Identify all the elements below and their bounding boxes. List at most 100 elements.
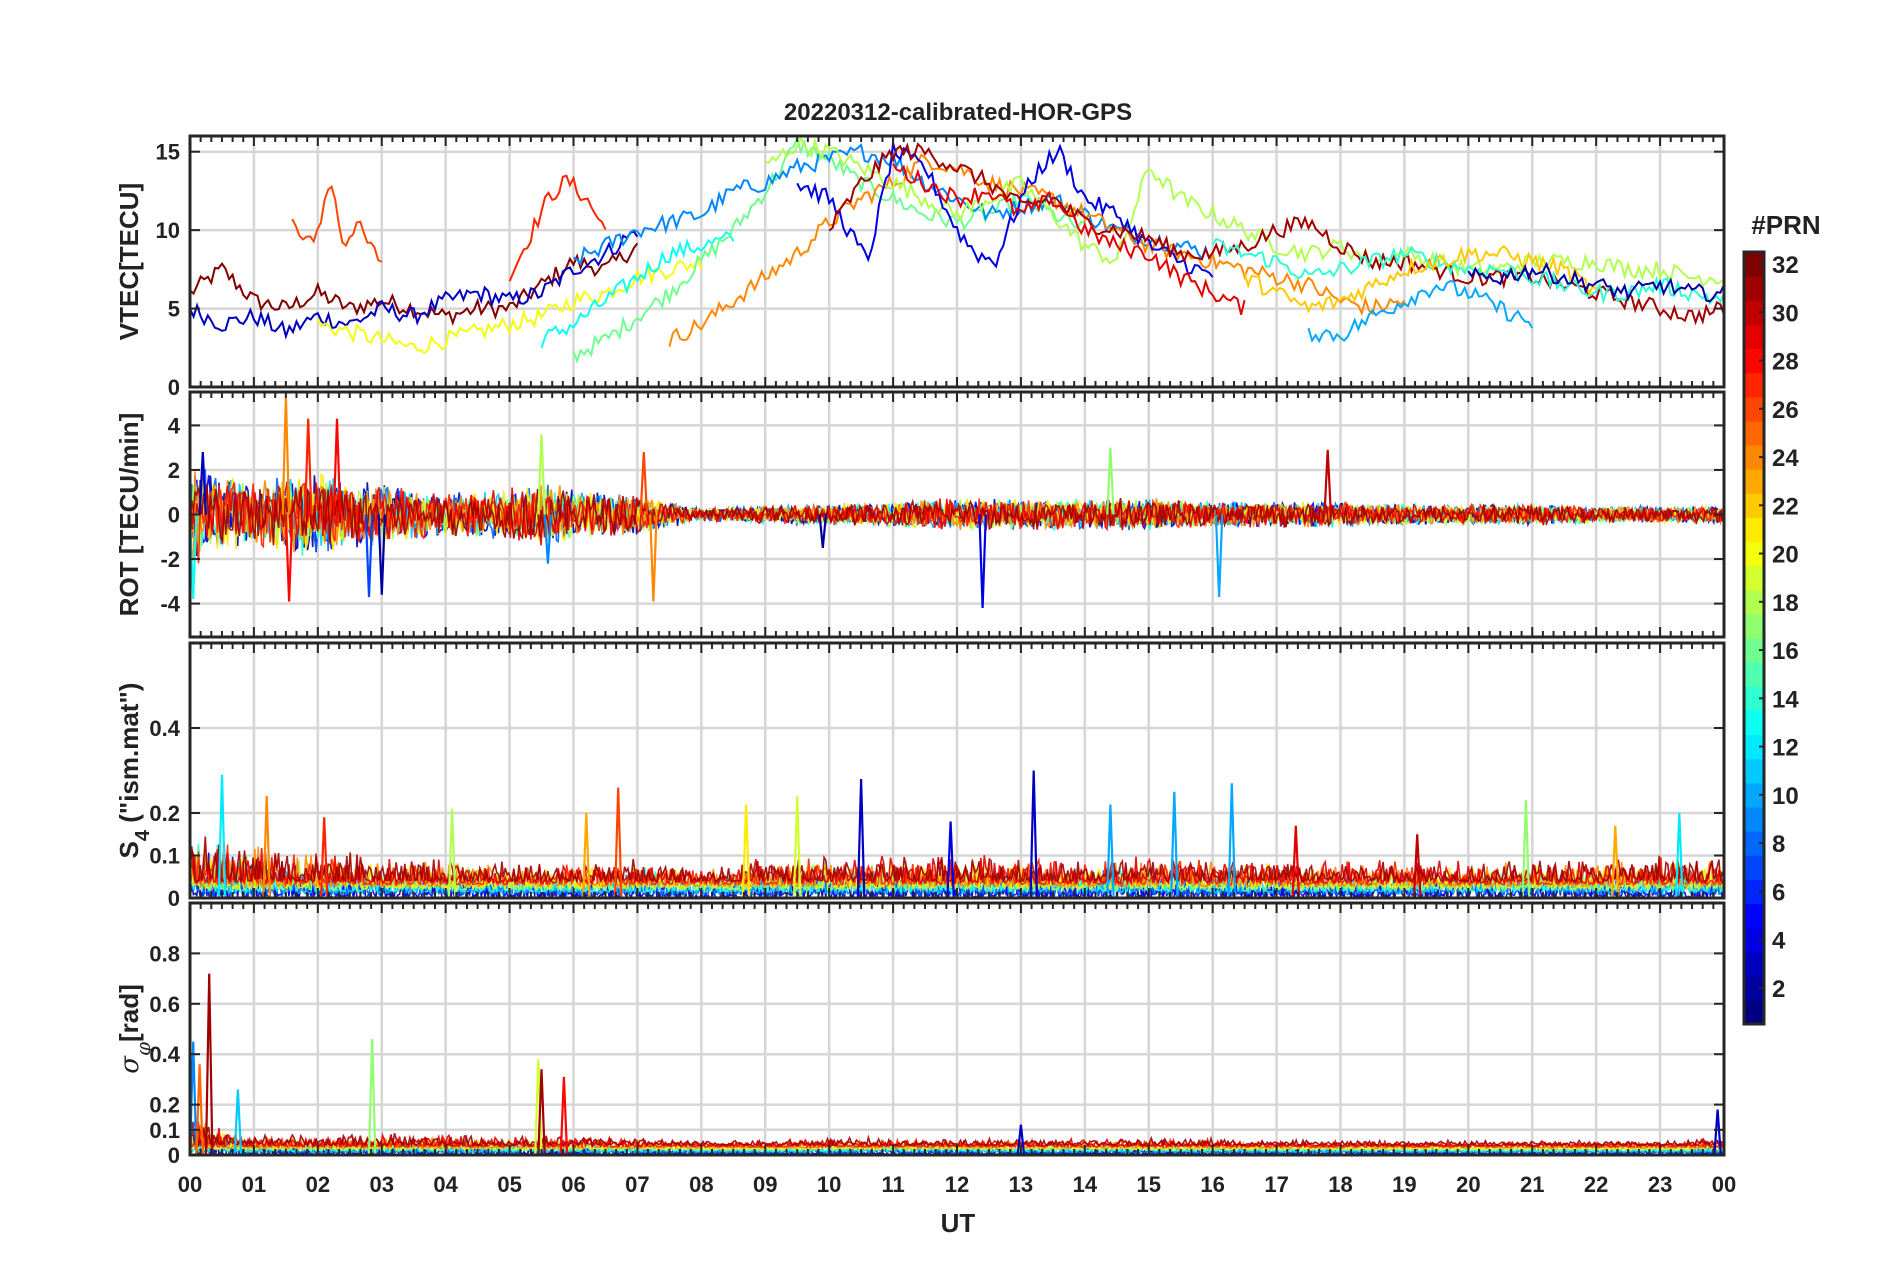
colorbar-tick-label: 8 [1772, 831, 1785, 858]
vtec-series-group [190, 136, 1724, 364]
colorbar-tick-label: 4 [1772, 928, 1786, 955]
x-axis-label: UT [941, 1208, 976, 1238]
x-tick-label: 23 [1648, 1172, 1672, 1197]
x-axis: 00 01 02 03 04 05 06 07 08 09 10 11 12 13 14 15 16 17 18 19… [178, 1172, 1736, 1197]
x-tick-label: 05 [497, 1172, 521, 1197]
spike-prn-10 [1214, 514, 1224, 597]
colorbar-swatch [1744, 541, 1764, 567]
spike-prn-2 [377, 514, 386, 595]
spike-prn-4 [946, 821, 955, 898]
spike-prn-18 [447, 808, 457, 898]
spike-prn-18 [537, 434, 546, 515]
spike-prn-7 [364, 514, 374, 597]
colorbar-tick-label: 18 [1772, 590, 1799, 617]
rot-ylabel: ROT [TECU/min] [114, 413, 144, 617]
x-tick-label: 10 [817, 1172, 841, 1197]
y-tick-label: 0.4 [149, 1042, 180, 1067]
colorbar-swatch [1744, 855, 1764, 880]
spike-prn-3 [1029, 770, 1038, 898]
y-tick-label: 0.8 [149, 941, 180, 966]
vtec-ylabel: VTEC[TECU] [114, 183, 144, 340]
y-tick-label: 0.1 [149, 844, 180, 869]
vtec-series-prn-16 [572, 136, 1086, 364]
colorbar-swatch [1744, 999, 1764, 1025]
spike-prn-2 [818, 514, 828, 549]
s4-ticks: 0 0.1 0.2 0.4 [149, 643, 1725, 911]
y-tick-label: 0 [168, 503, 180, 528]
colorbar-swatch [1744, 469, 1764, 494]
noise-trace-prn-29 [190, 463, 1724, 546]
colorbar-swatch [1744, 975, 1764, 1001]
noise-trace-prn-31 [190, 836, 1724, 885]
y-tick-label: 0.1 [149, 1118, 180, 1143]
x-tick-label: 07 [625, 1172, 649, 1197]
colorbar-swatch [1744, 493, 1764, 518]
vtec-series-prn-24 [668, 153, 1406, 347]
colorbar-tick-label: 14 [1772, 686, 1799, 713]
colorbar-swatch [1744, 300, 1764, 325]
spike-prn-17 [1106, 447, 1115, 515]
x-tick-label: 13 [1009, 1172, 1033, 1197]
colorbar-swatch [1744, 734, 1764, 760]
x-tick-label: 06 [561, 1172, 585, 1197]
spike-prn-3 [856, 778, 866, 898]
x-tick-label: 18 [1328, 1172, 1352, 1197]
colorbar-swatch [1744, 276, 1764, 301]
colorbar-swatch [1744, 927, 1764, 953]
vtec-series-prn-14 [1211, 237, 1724, 306]
spike-prn-12 [1675, 812, 1684, 898]
spike-prn-10 [1170, 791, 1179, 898]
x-tick-label: 15 [1137, 1172, 1161, 1197]
spike-prn-23 [582, 812, 591, 898]
colorbar-tick-label: 20 [1772, 542, 1799, 569]
colorbar-swatch [1744, 903, 1764, 929]
sigma-phi-panel: 00.10.2 0.4 0.6 0.8 σφ[rad] [114, 901, 1726, 1168]
spike-prn-4 [978, 514, 987, 609]
colorbar-tick-label: 24 [1772, 445, 1799, 472]
colorbar-swatch [1744, 324, 1764, 350]
noise-trace-prn-31 [190, 1126, 1724, 1148]
colorbar-swatch [1744, 420, 1764, 446]
colorbar-tick-label: 16 [1772, 638, 1799, 665]
y-tick-label: -2 [160, 547, 180, 572]
vtec-series-prn-2 [1467, 261, 1724, 303]
y-tick-label: 10 [156, 218, 180, 243]
spike-prn-28 [332, 418, 342, 515]
colorbar-swatch [1744, 710, 1764, 736]
rot-series-group [190, 396, 1724, 609]
spike-prn-25 [195, 1064, 204, 1155]
x-tick-label: 00 [178, 1172, 202, 1197]
vtec-series-prn-18 [765, 136, 1724, 288]
x-tick-label: 20 [1456, 1172, 1480, 1197]
spike-prn-23 [1611, 825, 1620, 898]
vtec-series-prn-29 [892, 163, 1246, 315]
x-tick-label: 00 [1712, 1172, 1736, 1197]
spike-prn-26 [639, 452, 649, 515]
spike-prn-3 [198, 452, 208, 515]
vtec-series-prn-20 [316, 254, 703, 355]
sigma-phi-ticks: 00.10.2 0.4 0.6 0.8 [149, 903, 1725, 1168]
colorbar-swatch [1744, 782, 1764, 808]
spike-prn-31 [204, 973, 214, 1155]
colorbar-swatch [1744, 638, 1764, 663]
spike-prn-9 [543, 514, 553, 564]
colorbar-tick-label: 2 [1772, 976, 1785, 1003]
colorbar-swatch [1744, 613, 1764, 639]
colorbar-swatch [1744, 662, 1764, 687]
y-tick-label: 4 [168, 413, 181, 438]
spike-prn-17 [367, 1039, 377, 1155]
x-tick-label: 14 [1073, 1172, 1098, 1197]
vtec-series-prn-13 [540, 230, 735, 349]
spike-prn-26 [613, 787, 623, 898]
vtec-series-prn-27 [508, 174, 607, 282]
spike-prn-11 [233, 1089, 243, 1155]
spike-prn-3 [1713, 1109, 1722, 1155]
y-tick-label: 0.6 [149, 992, 180, 1017]
s4-panel: 0 0.1 0.2 0.4 S4 ("ism.mat") [114, 641, 1726, 911]
sigma-phi-ylabel: σφ[rad] [114, 984, 155, 1074]
vtec-series-prn-31 [828, 142, 1724, 326]
x-tick-label: 04 [433, 1172, 458, 1197]
x-tick-label: 09 [753, 1172, 777, 1197]
y-tick-label: 15 [156, 140, 180, 165]
